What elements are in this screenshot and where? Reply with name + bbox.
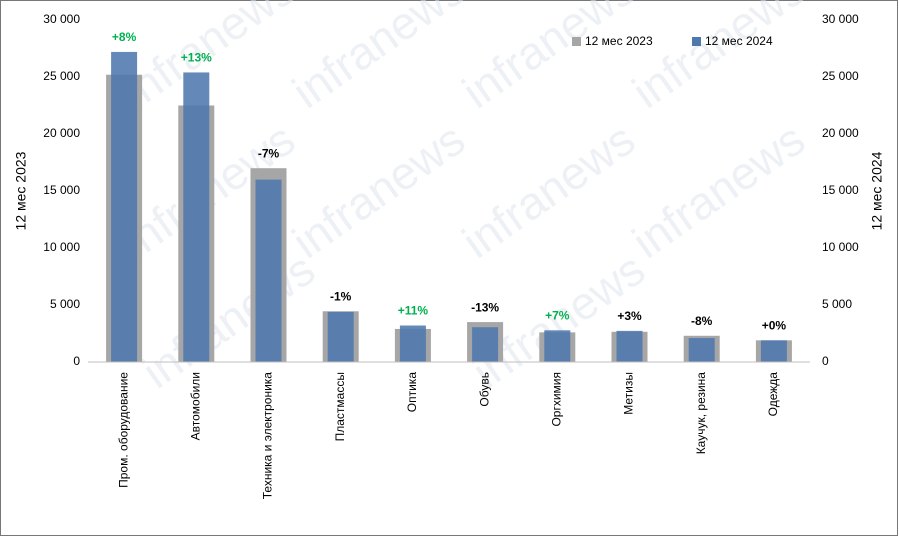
- y2-tick-label: 30 000: [822, 12, 859, 26]
- bar: [399, 325, 426, 362]
- y-tick-label: 20 000: [43, 126, 80, 140]
- y2-tick-label: 0: [822, 354, 829, 368]
- legend-swatch: [572, 37, 581, 46]
- x-tick-label: Техника и электроника: [261, 372, 275, 500]
- x-tick-label: Пром. оборудование: [116, 372, 130, 488]
- annotation: -8%: [691, 314, 713, 328]
- annotation: +7%: [545, 308, 570, 322]
- y2-axis-title: 12 мес 2024: [869, 151, 885, 230]
- annotation: -13%: [471, 300, 499, 314]
- annotation: +8%: [112, 30, 137, 44]
- annotation: -7%: [258, 146, 280, 160]
- bar: [544, 330, 571, 362]
- y-axis-title: 12 мес 2023: [13, 151, 29, 230]
- annotation: +0%: [762, 319, 787, 333]
- legend-label: 12 мес 2024: [705, 34, 773, 48]
- bar: [472, 327, 499, 362]
- y2-tick-label: 15 000: [822, 183, 859, 197]
- y-tick-label: 15 000: [43, 183, 80, 197]
- y-tick-label: 30 000: [43, 12, 80, 26]
- x-tick-label: Пластмассы: [333, 372, 347, 441]
- annotation: +13%: [181, 51, 212, 65]
- y-tick-label: 0: [73, 354, 80, 368]
- x-tick-label: Одежда: [766, 372, 780, 417]
- x-tick-label: Оргхимия: [549, 372, 563, 427]
- x-tick-label: Обувь: [477, 372, 491, 407]
- y-tick-label: 25 000: [43, 69, 80, 83]
- annotation: -1%: [330, 289, 352, 303]
- annotation: +3%: [617, 309, 642, 323]
- x-tick-label: Оптика: [405, 372, 419, 413]
- y2-tick-label: 10 000: [822, 240, 859, 254]
- y2-tick-label: 25 000: [822, 69, 859, 83]
- x-tick-label: Метизы: [622, 372, 636, 415]
- x-tick-label: Каучук, резина: [694, 372, 708, 455]
- x-tick-label: Автомобили: [188, 372, 202, 440]
- bar: [255, 179, 282, 362]
- bar: [111, 51, 138, 363]
- y-tick-label: 5 000: [50, 297, 80, 311]
- y2-tick-label: 5 000: [822, 297, 852, 311]
- bar: [616, 330, 643, 362]
- y2-tick-label: 20 000: [822, 126, 859, 140]
- legend-label: 12 мес 2023: [585, 34, 653, 48]
- bar: [760, 340, 787, 362]
- y-tick-label: 10 000: [43, 240, 80, 254]
- annotation: +11%: [398, 304, 429, 318]
- bar: [327, 311, 354, 362]
- bar: [688, 338, 715, 362]
- bar: [183, 72, 210, 362]
- legend-swatch: [692, 37, 701, 46]
